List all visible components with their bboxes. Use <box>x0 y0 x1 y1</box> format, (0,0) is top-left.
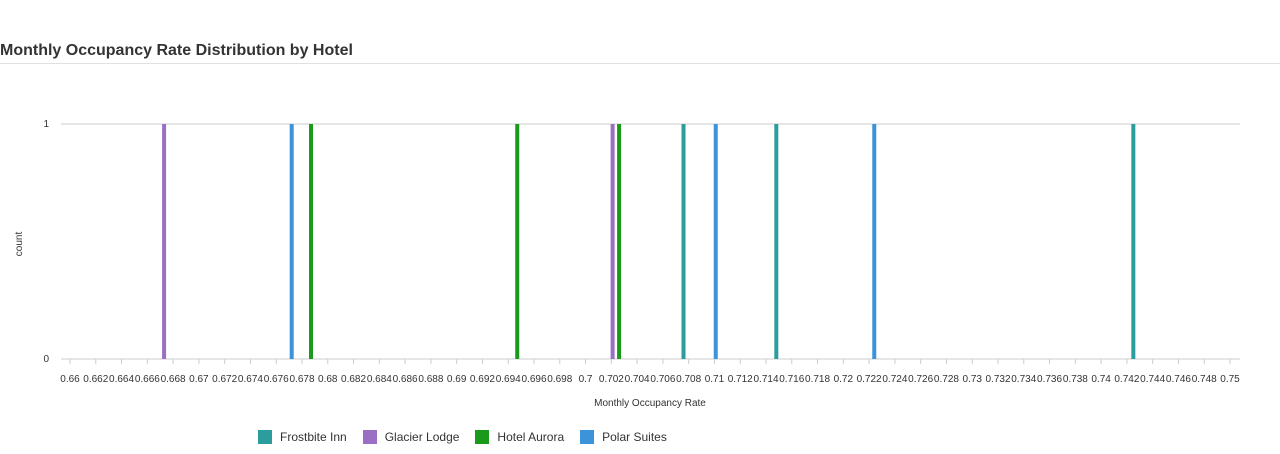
x-tick-label: 0.746 <box>1166 374 1191 385</box>
x-tick-label: 0.69 <box>447 374 467 385</box>
bar-polar-suites <box>872 124 877 359</box>
x-axis-ticks: 0.66 0.662 0.664 0.666 0.668 0.67 0.672 0.674 0.… <box>60 359 1240 385</box>
x-tick-label: 0.702 <box>599 374 624 385</box>
x-tick-label: 0.728 <box>934 374 959 385</box>
x-tick-label: 0.716 <box>779 374 804 385</box>
x-tick-label: 0.668 <box>161 374 186 385</box>
x-tick-label: 0.742 <box>1114 374 1139 385</box>
chart-title: Monthly Occupancy Rate Distribution by H… <box>0 42 1280 64</box>
x-tick-label: 0.718 <box>805 374 830 385</box>
x-tick-label: 0.722 <box>857 374 882 385</box>
x-tick-label: 0.686 <box>393 374 418 385</box>
x-tick-label: 0.704 <box>625 374 650 385</box>
x-tick-label: 0.714 <box>753 374 778 385</box>
x-tick-label: 0.706 <box>650 374 675 385</box>
x-tick-label: 0.698 <box>547 374 572 385</box>
x-tick-label: 0.666 <box>135 374 160 385</box>
x-tick-label: 0.732 <box>985 374 1010 385</box>
bar-hotel-aurora <box>309 124 314 359</box>
x-tick-label: 0.692 <box>470 374 495 385</box>
x-tick-label: 0.672 <box>212 374 237 385</box>
x-tick-label: 0.736 <box>1037 374 1062 385</box>
y-tick-label: 1 <box>43 119 49 130</box>
bar-glacier-lodge <box>162 124 167 359</box>
legend-label: Hotel Aurora <box>497 430 565 444</box>
x-tick-label: 0.674 <box>238 374 263 385</box>
x-tick-label: 0.684 <box>367 374 392 385</box>
x-tick-label: 0.662 <box>83 374 108 385</box>
x-tick-label: 0.66 <box>60 374 80 385</box>
x-tick-label: 0.724 <box>882 374 907 385</box>
x-axis-label: Monthly Occupancy Rate <box>594 398 706 409</box>
legend-label: Frostbite Inn <box>280 430 347 444</box>
legend-label: Polar Suites <box>602 430 667 444</box>
x-tick-label: 0.744 <box>1140 374 1165 385</box>
x-tick-label: 0.71 <box>705 374 725 385</box>
legend-item-frostbite-inn[interactable]: Frostbite Inn <box>258 430 347 444</box>
legend: Frostbite Inn Glacier Lodge Hotel Aurora Po… <box>258 430 667 444</box>
x-tick-label: 0.696 <box>521 374 546 385</box>
bar-hotel-aurora <box>515 124 520 359</box>
x-tick-label: 0.73 <box>962 374 982 385</box>
legend-item-hotel-aurora[interactable]: Hotel Aurora <box>475 430 564 444</box>
bar-hotel-aurora <box>617 124 622 359</box>
x-tick-label: 0.682 <box>341 374 366 385</box>
legend-item-polar-suites[interactable]: Polar Suites <box>580 430 667 444</box>
x-tick-label: 0.664 <box>109 374 134 385</box>
x-tick-label: 0.72 <box>834 374 854 385</box>
bars <box>162 124 1136 359</box>
bar-glacier-lodge <box>610 124 615 359</box>
bar-polar-suites <box>713 124 718 359</box>
bar-frostbite-inn <box>681 124 686 359</box>
legend-swatch <box>475 430 490 444</box>
gridlines <box>61 123 1240 360</box>
x-tick-label: 0.688 <box>418 374 443 385</box>
x-tick-label: 0.676 <box>264 374 289 385</box>
x-tick-label: 0.708 <box>676 374 701 385</box>
legend-label: Glacier Lodge <box>384 430 460 444</box>
x-tick-label: 0.694 <box>496 374 521 385</box>
legend-swatch <box>258 430 272 444</box>
x-tick-label: 0.748 <box>1192 374 1217 385</box>
bar-polar-suites <box>289 124 294 359</box>
x-tick-label: 0.7 <box>579 374 593 385</box>
x-tick-label: 0.74 <box>1091 374 1111 385</box>
x-tick-label: 0.734 <box>1011 374 1036 385</box>
x-tick-label: 0.712 <box>728 374 753 385</box>
x-tick-label: 0.75 <box>1220 374 1240 385</box>
x-tick-label: 0.67 <box>189 374 209 385</box>
bar-frostbite-inn <box>774 124 779 359</box>
legend-swatch <box>362 430 377 444</box>
x-tick-label: 0.726 <box>908 374 933 385</box>
y-tick-label: 0 <box>43 354 49 365</box>
legend-swatch <box>580 430 595 444</box>
y-axis-ticks: 01 <box>43 119 49 365</box>
x-tick-label: 0.68 <box>318 374 338 385</box>
x-tick-label: 0.738 <box>1063 374 1088 385</box>
bar-frostbite-inn <box>1131 124 1136 359</box>
y-axis-label: count <box>14 232 25 257</box>
x-tick-label: 0.678 <box>289 374 314 385</box>
legend-item-glacier-lodge[interactable]: Glacier Lodge <box>362 430 460 444</box>
